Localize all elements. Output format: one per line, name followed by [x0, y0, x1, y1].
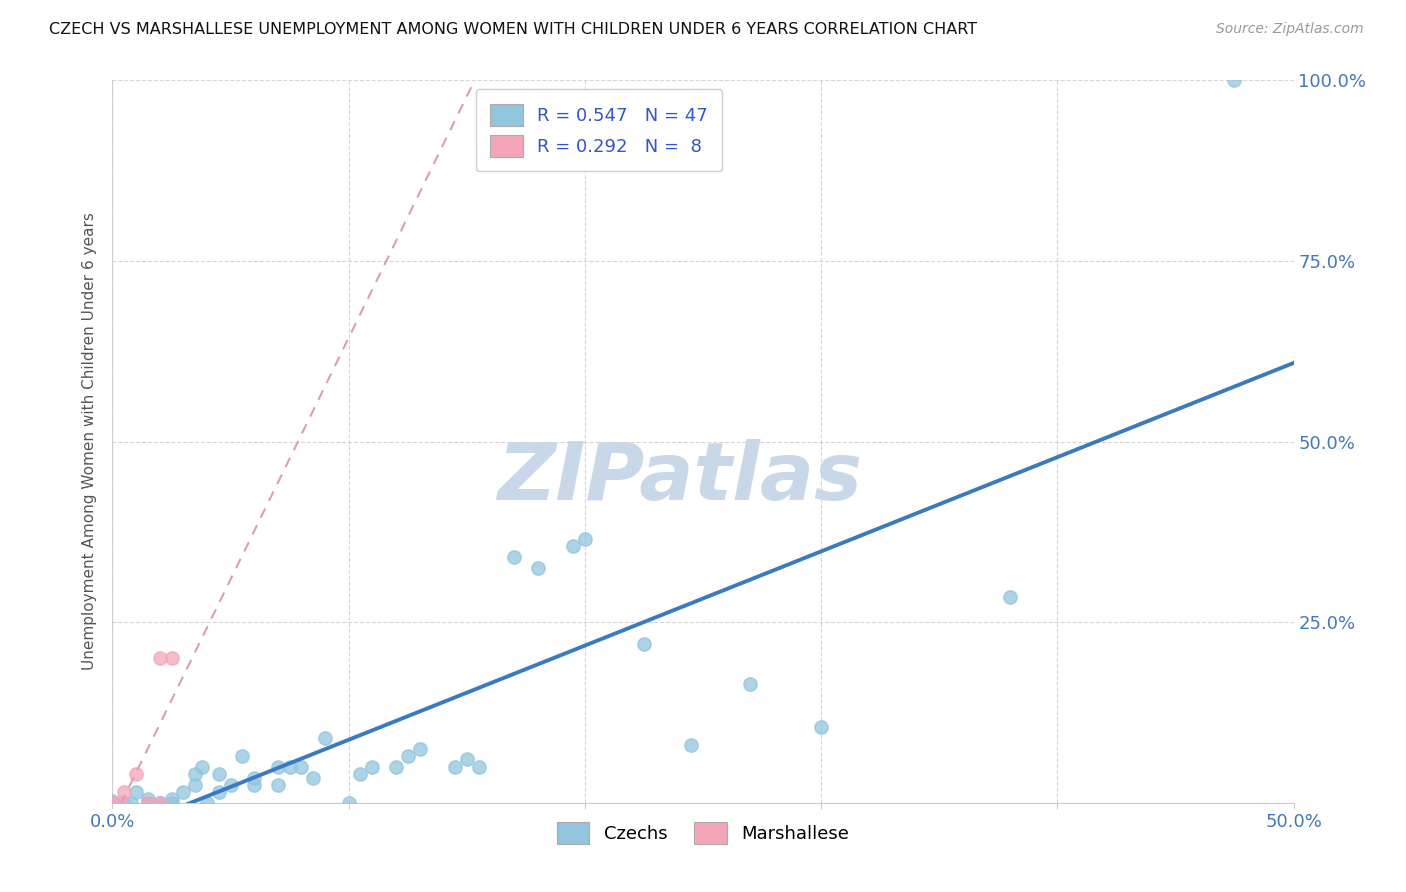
Point: [278, 760, 301, 774]
Point: [160, 796, 183, 810]
Point: [526, 561, 548, 575]
Point: [302, 771, 325, 785]
Point: [361, 760, 384, 774]
Point: [149, 651, 172, 665]
Point: [108, 796, 131, 810]
Text: ZIPatlas: ZIPatlas: [496, 439, 862, 516]
Y-axis label: Unemployment Among Women with Children Under 6 years: Unemployment Among Women with Children U…: [82, 212, 97, 671]
Point: [112, 796, 135, 810]
Point: [574, 532, 596, 546]
Point: [408, 741, 430, 756]
Point: [184, 778, 207, 792]
Point: [136, 792, 159, 806]
Point: [456, 752, 478, 766]
Point: [195, 796, 218, 810]
Point: [1223, 73, 1246, 87]
Point: [810, 720, 832, 734]
Point: [314, 731, 336, 745]
Point: [101, 794, 124, 808]
Point: [136, 796, 159, 810]
Point: [267, 760, 290, 774]
Legend: Czechs, Marshallese: Czechs, Marshallese: [550, 815, 856, 852]
Point: [125, 785, 148, 799]
Point: [562, 539, 585, 553]
Point: [681, 738, 703, 752]
Point: [160, 792, 183, 806]
Text: CZECH VS MARSHALLESE UNEMPLOYMENT AMONG WOMEN WITH CHILDREN UNDER 6 YEARS CORREL: CZECH VS MARSHALLESE UNEMPLOYMENT AMONG …: [49, 22, 977, 37]
Point: [503, 550, 526, 565]
Point: [337, 796, 360, 810]
Point: [208, 767, 231, 781]
Point: [101, 796, 124, 810]
Point: [385, 760, 408, 774]
Point: [136, 796, 159, 810]
Point: [112, 785, 135, 799]
Point: [290, 760, 312, 774]
Point: [998, 590, 1021, 604]
Point: [172, 785, 194, 799]
Point: [101, 796, 124, 810]
Point: [467, 760, 489, 774]
Point: [740, 676, 762, 690]
Point: [396, 748, 419, 763]
Point: [243, 778, 266, 792]
Point: [633, 637, 655, 651]
Point: [231, 748, 253, 763]
Point: [149, 796, 172, 810]
Point: [243, 771, 266, 785]
Point: [125, 767, 148, 781]
Point: [349, 767, 371, 781]
Point: [219, 778, 242, 792]
Point: [160, 651, 183, 665]
Point: [184, 767, 207, 781]
Point: [208, 785, 231, 799]
Point: [120, 796, 142, 810]
Point: [267, 778, 290, 792]
Point: [191, 760, 214, 774]
Point: [149, 796, 172, 810]
Text: Source: ZipAtlas.com: Source: ZipAtlas.com: [1216, 22, 1364, 37]
Point: [149, 796, 172, 810]
Point: [444, 760, 467, 774]
